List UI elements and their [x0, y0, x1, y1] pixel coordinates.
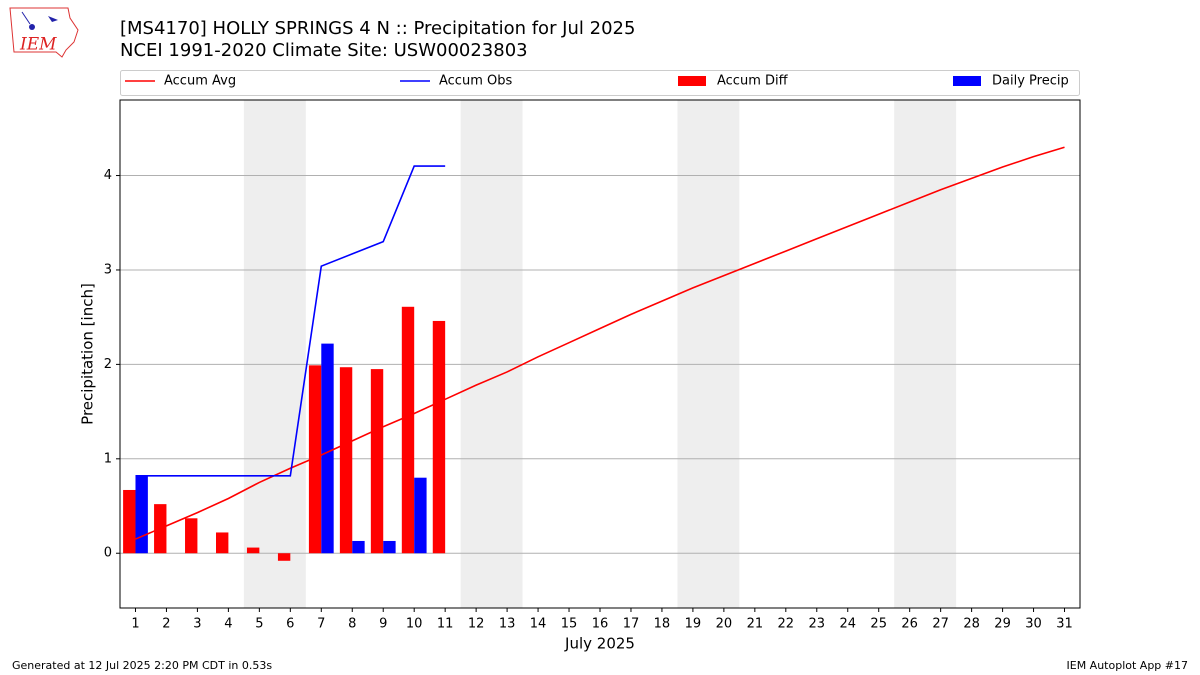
x-tick-label: 19: [685, 617, 702, 632]
bar: [401, 306, 415, 554]
x-tick-label: 16: [592, 617, 609, 632]
bar: [339, 367, 353, 554]
bar: [321, 343, 334, 554]
legend-label: Accum Diff: [717, 74, 789, 89]
weekend-shade: [460, 100, 523, 608]
x-tick-label: 28: [963, 617, 980, 632]
x-tick-label: 26: [901, 617, 918, 632]
footer-left: Generated at 12 Jul 2025 2:20 PM CDT in …: [12, 659, 272, 672]
x-tick-label: 21: [747, 617, 764, 632]
legend-swatch: [953, 76, 981, 86]
y-tick-label: 0: [104, 546, 112, 561]
bar: [277, 553, 291, 561]
legend-label: Accum Obs: [439, 74, 512, 89]
bar: [370, 369, 384, 554]
x-tick-label: 10: [406, 617, 423, 632]
logo-icon: [48, 16, 58, 22]
x-tick-label: 14: [530, 617, 547, 632]
x-tick-label: 1: [131, 617, 139, 632]
legend: [120, 70, 1080, 96]
legend-label: Daily Precip: [992, 74, 1069, 89]
x-tick-label: 5: [255, 617, 263, 632]
weekend-shade: [243, 100, 306, 608]
y-tick-label: 3: [104, 262, 112, 277]
y-axis-label: Precipitation [inch]: [79, 283, 97, 425]
x-tick-label: 18: [654, 617, 671, 632]
logo-icon: [21, 11, 31, 25]
x-tick-label: 4: [224, 617, 232, 632]
x-tick-label: 29: [994, 617, 1011, 632]
x-tick-label: 22: [778, 617, 795, 632]
bar: [432, 320, 446, 554]
chart-title: [MS4170] HOLLY SPRINGS 4 N :: Precipitat…: [120, 18, 635, 39]
x-tick-label: 13: [499, 617, 516, 632]
bar: [308, 365, 322, 554]
y-tick-label: 2: [104, 357, 112, 372]
line: [135, 146, 1065, 540]
bar: [383, 540, 396, 554]
bar: [246, 547, 260, 554]
bar: [414, 477, 427, 554]
x-tick-label: 3: [193, 617, 201, 632]
x-tick-label: 12: [468, 617, 485, 632]
x-axis-label: July 2025: [564, 635, 635, 653]
x-tick-label: 20: [716, 617, 733, 632]
x-tick-label: 27: [932, 617, 949, 632]
plot-frame: [119, 99, 1081, 609]
x-tick-label: 7: [317, 617, 325, 632]
legend-label: Accum Avg: [164, 74, 236, 89]
bar: [185, 518, 198, 554]
bar: [135, 475, 148, 554]
x-tick-label: 11: [437, 617, 454, 632]
line: [135, 165, 446, 477]
weekend-shade: [894, 100, 957, 608]
chart-subtitle: NCEI 1991-2020 Climate Site: USW00023803: [120, 40, 528, 61]
x-tick-label: 31: [1056, 617, 1073, 632]
bar: [216, 532, 229, 554]
x-tick-label: 25: [870, 617, 887, 632]
logo: IEM: [9, 7, 79, 58]
bar: [352, 540, 365, 554]
x-tick-label: 15: [561, 617, 578, 632]
x-tick-label: 8: [348, 617, 356, 632]
logo-outline: [9, 7, 79, 58]
y-tick-label: 1: [104, 451, 112, 466]
x-tick-label: 17: [623, 617, 640, 632]
x-tick-label: 30: [1025, 617, 1042, 632]
x-tick-label: 23: [809, 617, 826, 632]
x-tick-label: 24: [839, 617, 856, 632]
y-tick-label: 4: [104, 168, 112, 183]
weekend-shade: [677, 100, 740, 608]
bar: [123, 489, 136, 554]
x-tick-label: 6: [286, 617, 294, 632]
logo-icon: [29, 24, 35, 30]
x-tick-label: 2: [162, 617, 170, 632]
legend-swatch: [678, 76, 706, 86]
x-tick-label: 9: [379, 617, 387, 632]
footer-right: IEM Autoplot App #17: [1067, 659, 1189, 672]
logo-text: IEM: [19, 35, 57, 55]
